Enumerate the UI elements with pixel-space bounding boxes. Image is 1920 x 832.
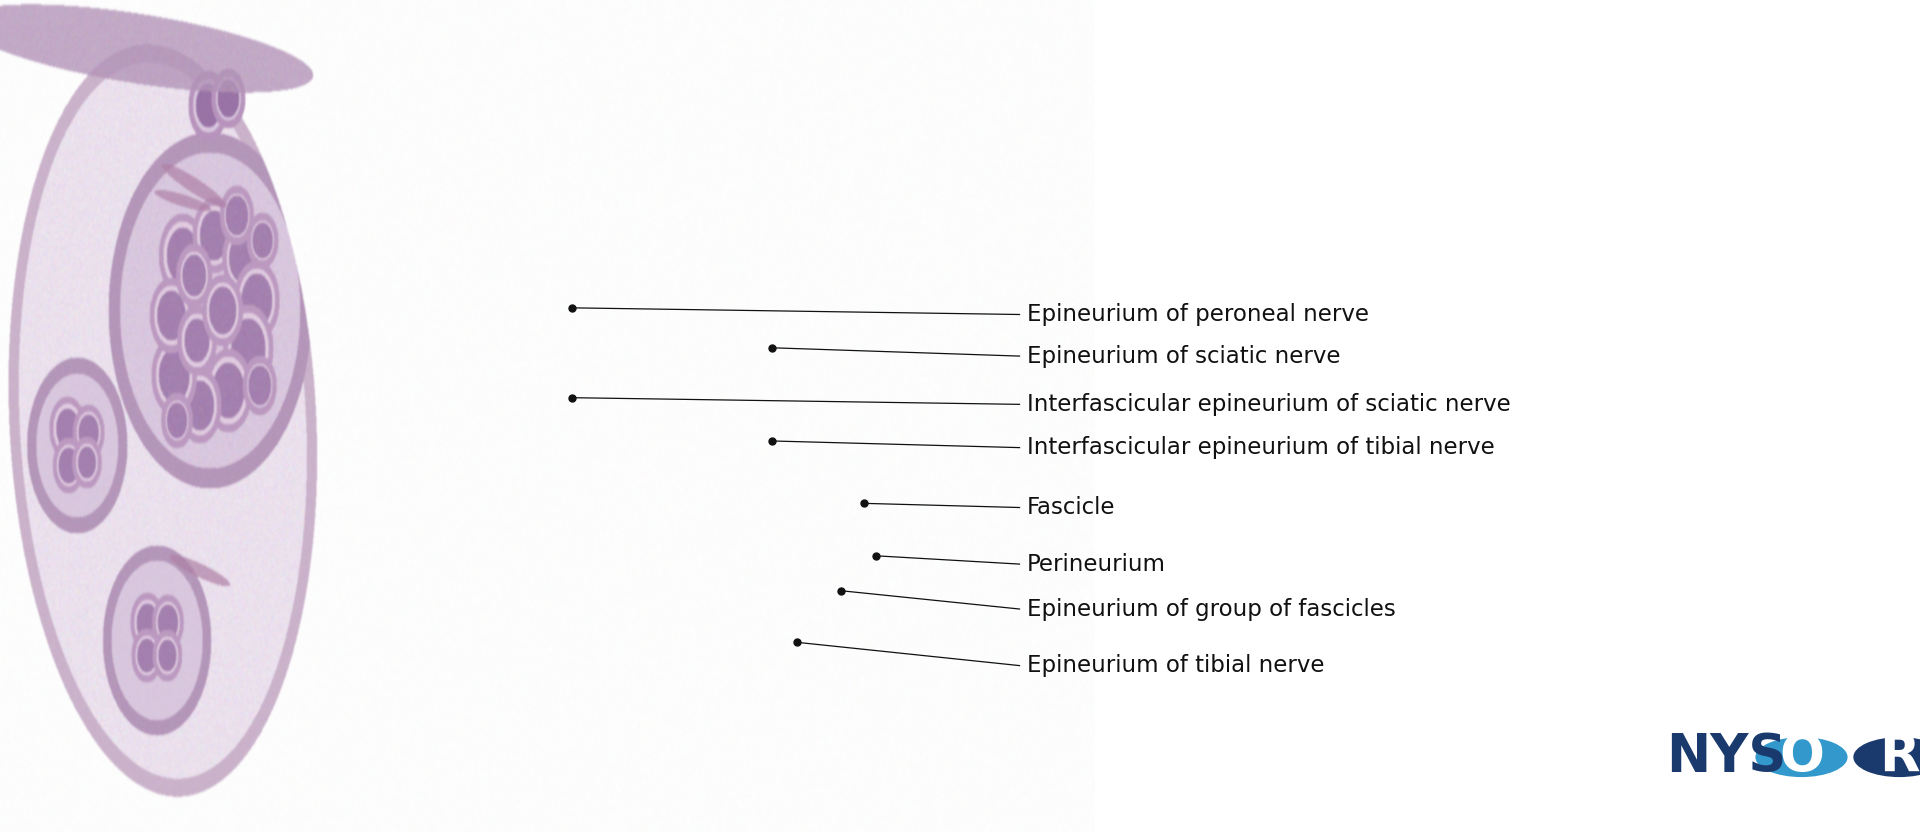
Text: NYS: NYS: [1667, 731, 1788, 783]
Text: Fascicle: Fascicle: [1027, 496, 1116, 519]
Text: Epineurium of group of fascicles: Epineurium of group of fascicles: [1027, 597, 1396, 621]
Text: R: R: [1880, 731, 1920, 783]
Text: Epineurium of peroneal nerve: Epineurium of peroneal nerve: [1027, 303, 1369, 326]
Text: Interfascicular epineurium of sciatic nerve: Interfascicular epineurium of sciatic ne…: [1027, 393, 1511, 416]
Circle shape: [1853, 737, 1920, 777]
Text: Epineurium of sciatic nerve: Epineurium of sciatic nerve: [1027, 344, 1340, 368]
Text: Interfascicular epineurium of tibial nerve: Interfascicular epineurium of tibial ner…: [1027, 436, 1496, 459]
Text: O: O: [1780, 731, 1824, 783]
Circle shape: [1755, 737, 1847, 777]
Text: Perineurium: Perineurium: [1027, 552, 1165, 576]
Text: Epineurium of tibial nerve: Epineurium of tibial nerve: [1027, 654, 1325, 677]
